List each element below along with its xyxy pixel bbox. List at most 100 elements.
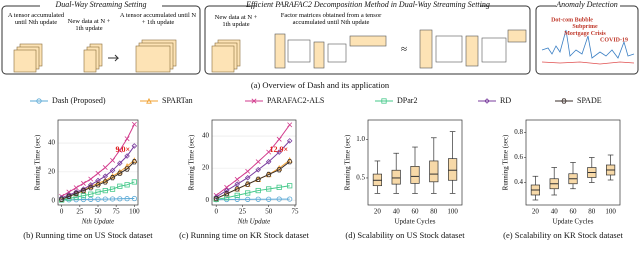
marker — [102, 179, 108, 185]
series-line — [61, 198, 135, 201]
annotation: 9.0× — [115, 145, 130, 154]
marker — [276, 149, 282, 155]
marker — [224, 191, 230, 197]
box — [448, 158, 458, 181]
marker — [124, 196, 130, 202]
marker — [287, 159, 293, 165]
plot-frame — [211, 119, 297, 206]
text-box: A tensor accumulated until Nth update — [8, 12, 64, 26]
y-tick-label: 0.4 — [514, 178, 523, 186]
x-tick-label: 100 — [605, 208, 616, 216]
marker — [109, 196, 116, 202]
series-line — [215, 140, 291, 198]
marker — [244, 174, 251, 181]
marker — [276, 167, 282, 173]
marker — [245, 196, 251, 202]
marker — [234, 192, 240, 198]
panel-title: Anomaly Detection — [555, 0, 618, 9]
marker — [131, 159, 138, 165]
marker — [73, 194, 79, 200]
box — [410, 166, 420, 184]
marker — [88, 176, 94, 182]
marker — [234, 181, 240, 187]
legend-marker — [561, 98, 567, 104]
marker — [276, 196, 282, 202]
text-box: Subprime Mortgage Crisis — [564, 24, 606, 37]
y-tick-label: 0.6 — [514, 153, 523, 161]
marker — [131, 143, 138, 149]
series-line — [216, 198, 290, 201]
x-tick-label: 80 — [588, 208, 596, 216]
marker — [87, 182, 94, 188]
x-tick-label: 75 — [113, 208, 121, 216]
new-data-label: New data at N + 1th update — [214, 14, 258, 28]
y-tick-label: 40 — [202, 132, 210, 140]
marker — [102, 173, 109, 179]
text-box: Factor matrices obtained from a tensor a… — [281, 12, 382, 26]
x-tick-label: 0 — [60, 208, 64, 216]
marker — [245, 181, 251, 187]
legend-marker — [146, 97, 152, 104]
marker — [80, 187, 87, 194]
subfigure-caption: (d) Scalability on US Stock dataset — [345, 230, 465, 240]
marker — [131, 195, 137, 202]
text-box: New data at N + 1th update — [214, 14, 258, 28]
marker — [124, 153, 130, 159]
y-tick-label: 0 — [206, 196, 210, 204]
marker — [266, 196, 272, 202]
legend-marker — [381, 98, 387, 104]
box — [429, 160, 439, 183]
series-line — [61, 161, 135, 200]
marker — [80, 193, 87, 199]
x-tick-label: 25 — [239, 208, 247, 216]
marker — [66, 189, 72, 195]
x-tick-label: 40 — [393, 208, 401, 216]
tensor-new-label: A tensor accumulated until N + 1th updat… — [119, 12, 197, 26]
marker — [95, 170, 101, 176]
marker — [287, 122, 293, 128]
arrow — [108, 54, 120, 62]
x-tick-label: 20 — [532, 208, 540, 216]
text-box: New data at N + 1th update — [68, 18, 111, 32]
marker — [117, 196, 123, 202]
marker — [131, 179, 137, 185]
marker — [287, 183, 293, 189]
marker — [88, 185, 94, 191]
x-tick-label: 80 — [430, 208, 438, 216]
legend-marker — [484, 98, 490, 104]
event-label: Dot-com Bubble — [551, 17, 593, 23]
marker — [109, 175, 116, 181]
marker — [266, 149, 272, 155]
marker — [80, 180, 86, 186]
new-data-stack — [211, 39, 241, 73]
marker — [124, 136, 130, 142]
marker — [213, 195, 219, 202]
x-tick-label: 100 — [129, 208, 140, 216]
marker — [255, 159, 261, 165]
marker — [265, 158, 272, 165]
y-tick-label: 20 — [48, 167, 56, 175]
marker — [109, 186, 116, 192]
new-data-stack — [83, 43, 103, 73]
plot-frame — [57, 119, 139, 206]
legend-marker — [251, 98, 257, 104]
panel-title: Efficient PARAFAC2 Decomposition Method … — [245, 0, 490, 9]
plot-frame — [525, 119, 621, 206]
decomposition-stack — [419, 29, 527, 69]
x-tick-label: 60 — [412, 208, 420, 216]
event-label: Subprime Mortgage Crisis — [564, 24, 606, 37]
x-tick-label: 75 — [291, 208, 299, 216]
marker — [266, 186, 272, 192]
marker — [110, 157, 116, 163]
y-axis-label: Running Time (sec) — [188, 134, 196, 190]
marker — [58, 196, 65, 202]
box — [391, 169, 401, 185]
marker — [109, 167, 116, 174]
marker — [266, 171, 272, 178]
x-tick-label: 50 — [265, 208, 273, 216]
legend-label: PARAFAC2-ALS — [267, 96, 324, 105]
event-label: COVID-19 — [600, 37, 628, 43]
marker — [245, 190, 251, 196]
y-axis-label: Running Time (sec) — [34, 134, 42, 190]
